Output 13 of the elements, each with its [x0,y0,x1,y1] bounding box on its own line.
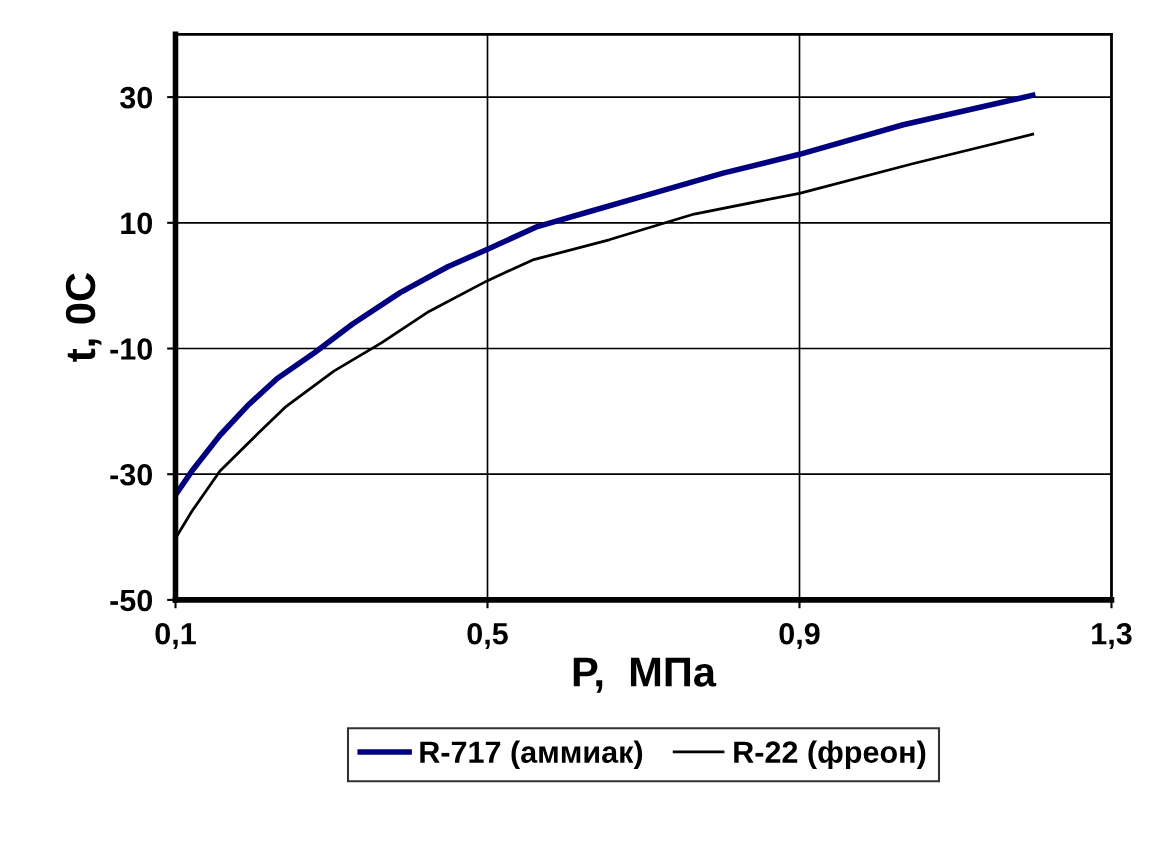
y-tick-label: 10 [121,212,153,235]
x-tick-label: 0,1 [155,622,196,649]
x-tick-label: 0,5 [467,622,508,649]
y-tick-label: 30 [120,86,153,109]
y-tick-label: -30 [110,463,153,486]
legend-label: R-717 (аммиак) [420,740,643,770]
x-tick-label: 0,9 [779,622,820,649]
legend-label: R-22 (фреон) [734,740,926,770]
y-axis-title: t, 0C [65,273,102,362]
y-tick-label: -10 [110,338,153,360]
y-tick-label: -50 [110,589,153,612]
x-axis-title: P, МПа [573,657,717,693]
x-tick-label: 1,3 [1092,622,1132,649]
